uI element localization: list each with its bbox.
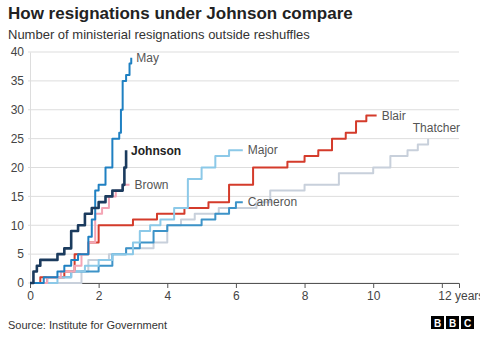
series-label: Thatcher	[413, 121, 460, 135]
series-line	[30, 58, 131, 283]
x-tick-label: 2	[96, 289, 103, 303]
y-tick-label: 10	[11, 219, 25, 233]
y-tick-label: 30	[11, 103, 25, 117]
plot: 0 5 10 15 20 25 30 35 40 0 2 4 6 8 10 12 years May Johnso…	[11, 45, 480, 302]
y-axis-line	[30, 53, 31, 284]
series-label: Brown	[135, 178, 169, 192]
y-tick-label: 35	[11, 74, 25, 88]
chart: How resignations under Johnson compare Nu…	[0, 0, 480, 337]
logo: BBC	[431, 316, 474, 329]
x-tick-mark	[99, 283, 100, 288]
grid-line	[28, 52, 459, 53]
y-tick-label: 0	[17, 276, 24, 290]
series-line	[30, 139, 428, 283]
title: How resignations under Johnson compare	[8, 4, 353, 23]
logo-text: BBC	[434, 318, 471, 329]
x-tick-mark	[305, 283, 306, 288]
x-tick: 4	[164, 283, 171, 303]
x-tick: 12 years	[438, 283, 480, 303]
x-tick: 10	[367, 283, 381, 303]
y-tick: 5	[17, 247, 30, 261]
x-tick: 2	[96, 283, 103, 303]
series-line	[30, 150, 243, 283]
y-tick-label: 20	[11, 161, 25, 175]
y-tick: 15	[11, 190, 30, 204]
x-tick-mark	[236, 283, 237, 288]
y-tick: 35	[11, 74, 30, 88]
grid-line	[28, 167, 459, 168]
y-tick-label: 5	[17, 247, 24, 261]
y-tick-label: 25	[11, 132, 25, 146]
y-axis: 0 5 10 15 20 25 30 35 40	[11, 45, 31, 290]
x-tick-label: 0	[27, 289, 34, 303]
source: Source: Institute for Government	[8, 319, 167, 331]
grid	[28, 52, 459, 283]
y-tick: 10	[11, 219, 30, 233]
series-label: Cameron	[248, 195, 297, 209]
grid-line	[28, 254, 459, 255]
x-tick-label: 10	[367, 289, 381, 303]
grid-line	[28, 80, 459, 81]
series-line	[30, 116, 377, 283]
series-line	[30, 185, 130, 283]
y-tick: 20	[11, 161, 30, 175]
lines	[30, 58, 428, 283]
series-label: Johnson	[131, 144, 181, 158]
x-tick-label: 6	[233, 289, 240, 303]
grid-line	[28, 138, 459, 139]
x-tick-mark	[442, 283, 443, 288]
x-tick: 0	[27, 283, 34, 303]
x-tick-label: 12 years	[438, 289, 480, 303]
x-tick-label: 4	[164, 289, 171, 303]
series-label: Blair	[382, 109, 406, 123]
x-axis-line	[31, 284, 460, 289]
series-label: Major	[248, 143, 278, 157]
x-tick-label: 8	[302, 289, 309, 303]
y-tick: 40	[11, 45, 30, 59]
grid-line	[28, 196, 459, 197]
x-tick: 6	[233, 283, 240, 303]
y-tick: 30	[11, 103, 30, 117]
series-label: May	[136, 51, 159, 65]
x-axis: 0 2 4 6 8 10 12 years	[27, 283, 480, 303]
y-tick-label: 15	[11, 190, 25, 204]
x-tick-mark	[373, 283, 374, 288]
x-tick-mark	[167, 283, 168, 288]
x-tick: 8	[302, 283, 309, 303]
subtitle: Number of ministerial resignations outsi…	[8, 27, 310, 42]
y-tick-label: 40	[11, 45, 25, 59]
series-line	[30, 150, 126, 283]
y-tick: 25	[11, 132, 30, 146]
